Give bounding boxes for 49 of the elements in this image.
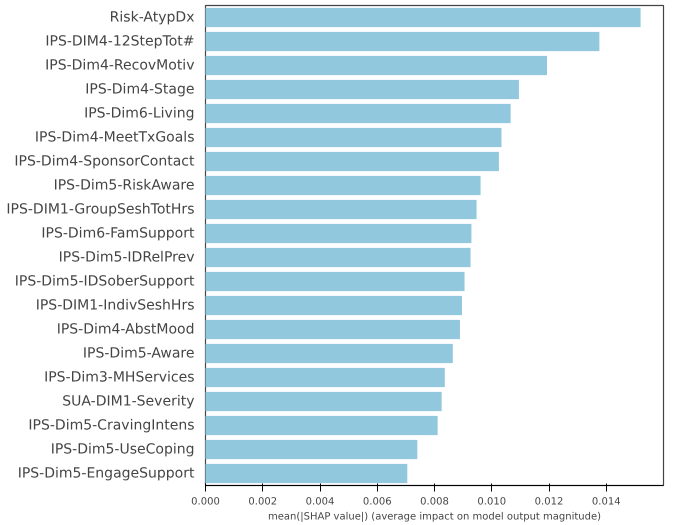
y-tick-label: IPS-Dim5-RiskAware [54, 178, 195, 194]
x-tick-label: 0.014 [592, 496, 621, 508]
y-tick-label: IPS-Dim4-SponsorContact [14, 154, 196, 170]
x-tick-label: 0.008 [420, 496, 449, 508]
y-tick-label: IPS-Dim5-CravingIntens [28, 418, 194, 434]
bar [206, 200, 477, 220]
x-tick-label: 0.006 [362, 496, 392, 508]
bar [206, 224, 472, 244]
y-tick-label: SUA-DIM1-Severity [62, 394, 195, 410]
bar [206, 8, 641, 28]
bar [206, 272, 465, 292]
y-tick-label: IPS-DIM1-GroupSeshTotHrs [6, 202, 195, 218]
x-tick-label: 0.010 [477, 496, 506, 508]
y-tick-label: IPS-Dim5-IDRelPrev [58, 250, 195, 266]
bar [206, 320, 460, 340]
bar [206, 32, 600, 52]
bar [206, 416, 438, 436]
y-tick-label: IPS-DIM1-IndivSeshHrs [36, 298, 194, 314]
bar [206, 392, 442, 412]
bar [206, 104, 511, 124]
y-tick-label: IPS-Dim4-RecovMotiv [45, 58, 195, 74]
bar [206, 464, 408, 484]
y-tick-label: Risk-AtypDx [110, 10, 195, 26]
y-tick-label: IPS-Dim5-IDSoberSupport [14, 274, 196, 290]
y-tick-label: IPS-Dim5-UseCoping [50, 442, 195, 458]
y-tick-label: IPS-Dim6-Living [84, 106, 195, 122]
bar [206, 440, 418, 460]
bar [206, 152, 499, 172]
bar [206, 176, 481, 196]
x-tick-label: 0.004 [306, 496, 334, 508]
x-tick-label: 0.002 [248, 496, 278, 508]
x-axis-title: mean(|SHAP value|) (average impact on model output magnitude) [268, 512, 602, 522]
y-tick-label: IPS-Dim5-Aware [82, 346, 195, 362]
y-tick-label: IPS-Dim4-MeetTxGoals [34, 130, 195, 146]
y-tick-label: IPS-DIM4-12StepTot# [45, 34, 195, 50]
y-tick-label: IPS-Dim4-Stage [85, 82, 195, 98]
bar [206, 248, 471, 268]
y-tick-label: IPS-Dim5-EngageSupport [18, 466, 196, 482]
bar [206, 56, 547, 76]
bar [206, 368, 445, 388]
bar [206, 344, 453, 364]
bar [206, 80, 519, 100]
x-tick-label: 0.000 [191, 496, 220, 508]
y-tick-label: IPS-Dim6-FamSupport [41, 226, 196, 242]
bar [206, 128, 502, 148]
x-tick-label: 0.012 [534, 496, 564, 508]
y-tick-label: IPS-Dim3-MHServices [44, 370, 195, 386]
y-tick-label: IPS-Dim4-AbstMood [56, 322, 194, 338]
bar [206, 296, 462, 316]
